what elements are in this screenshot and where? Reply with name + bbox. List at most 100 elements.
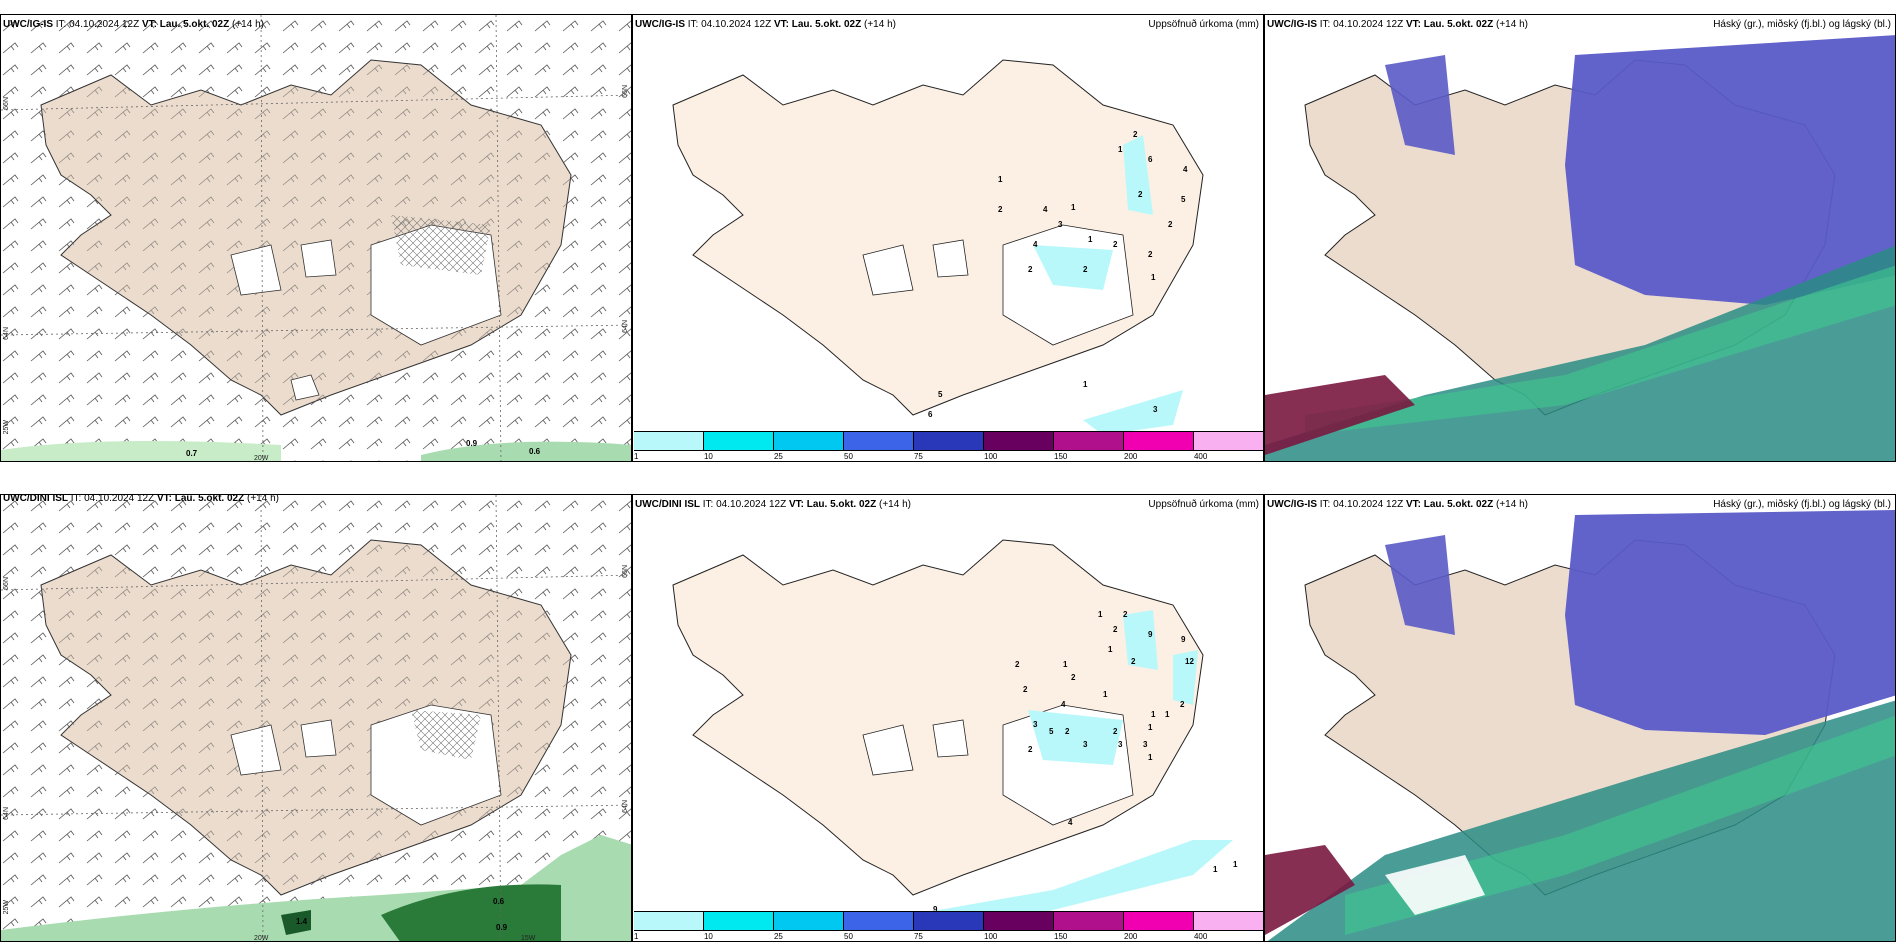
precip-value: 1	[1108, 645, 1113, 654]
precip-value: 2	[1015, 660, 1020, 669]
panel-clouds-igis[interactable]: UWC/IG-IS IT: 04.10.2024 12Z VT: Lau. 5.…	[1264, 14, 1896, 462]
lat-label: 66N	[622, 565, 629, 578]
precip-value: 1	[1088, 235, 1093, 244]
gust-label: 0.6	[493, 897, 505, 906]
panel-field-title: Háský (gr.), miðský (fj.bl.) og lágský (…	[1713, 499, 1891, 510]
precip-map	[672, 59, 1204, 435]
panel-header: UWC/DINI ISL IT: 04.10.2024 12Z VT: Lau.…	[3, 494, 279, 504]
precip-value: 6	[1148, 155, 1153, 164]
legend-tick: 400	[1193, 932, 1208, 941]
legend-swatch	[704, 912, 774, 930]
panel-precip-dini[interactable]: UWC/DINI ISL IT: 04.10.2024 12Z VT: Lau.…	[632, 494, 1264, 942]
legend-swatch	[1054, 432, 1124, 450]
precip-value: 2	[1180, 700, 1185, 709]
lon-label: 25W	[3, 900, 10, 915]
legend-tick: 50	[844, 932, 853, 941]
legend-swatch	[844, 432, 914, 450]
panel-field-title: Uppsöfnuð úrkoma (mm)	[1148, 499, 1259, 510]
lat-label: 64N	[3, 327, 10, 340]
precip-value: 1	[1165, 710, 1170, 719]
legend-swatch	[1194, 912, 1263, 930]
precip-value: 4	[1061, 700, 1066, 709]
precip-value: 2	[1071, 673, 1076, 682]
precip-value: 4	[1068, 818, 1073, 827]
lon-label: 25W	[3, 420, 10, 435]
precip-value: 3	[1058, 220, 1063, 229]
precip-value: 2	[1028, 265, 1033, 274]
precip-value: 3	[1083, 740, 1088, 749]
panel-wind-igis[interactable]: UWC/IG-IS IT: 04.10.2024 12Z VT: Lau. 5.…	[0, 14, 632, 462]
precip-value: 2	[1083, 265, 1088, 274]
precip-legend: 1 10 25 50 75 100 150 200 400	[634, 431, 1263, 461]
legend-swatch	[1124, 912, 1194, 930]
precip-value: 2	[1133, 130, 1138, 139]
legend-tick: 200	[1124, 452, 1138, 461]
gust-label: 0.9	[466, 439, 478, 448]
precip-value: 3	[1118, 740, 1123, 749]
precip-value: 5	[1181, 195, 1186, 204]
legend-swatch	[774, 912, 844, 930]
legend-tick: 1	[634, 452, 639, 461]
legend-tick: 75	[913, 452, 923, 461]
precip-value: 2	[998, 205, 1003, 214]
lon-label: 20W	[254, 935, 269, 942]
precip-value: 1	[1083, 380, 1088, 389]
gust-label: 0.6	[529, 447, 541, 456]
lon-label: 20W	[254, 455, 269, 462]
gust-label: 1.4	[296, 917, 308, 926]
wind-map	[1, 15, 631, 461]
legend-tick: 25	[773, 932, 783, 941]
precip-value: 2	[1131, 657, 1136, 666]
panel-header: UWC/IG-IS IT: 04.10.2024 12Z VT: Lau. 5.…	[3, 19, 264, 30]
precip-value: 1	[1071, 203, 1076, 212]
precip-value: 4	[1183, 165, 1188, 174]
precip-value: 1	[1148, 723, 1153, 732]
cloud-map	[1265, 35, 1895, 461]
legend-tick: 100	[984, 452, 998, 461]
legend-tick: 150	[1054, 452, 1068, 461]
lat-label: 66N	[3, 97, 10, 110]
precip-value: 3	[1153, 405, 1158, 414]
panel-header: UWC/DINI ISL IT: 04.10.2024 12Z VT: Lau.…	[635, 499, 911, 510]
panel-precip-igis[interactable]: UWC/IG-IS IT: 04.10.2024 12Z VT: Lau. 5.…	[632, 14, 1264, 462]
cloud-map	[1265, 510, 1895, 941]
panel-clouds-dini[interactable]: UWC/IG-IS IT: 04.10.2024 12Z VT: Lau. 5.…	[1264, 494, 1896, 942]
precip-value: 2	[1028, 745, 1033, 754]
precip-value: 1	[1151, 710, 1156, 719]
legend-swatch	[914, 912, 984, 930]
legend-tick: 200	[1124, 932, 1138, 941]
precip-value: 1	[1233, 860, 1238, 869]
panel-header: UWC/IG-IS IT: 04.10.2024 12Z VT: Lau. 5.…	[1267, 499, 1528, 510]
legend-tick: 25	[773, 452, 783, 461]
gust-label: 0.7	[186, 449, 198, 458]
lat-label: 66N	[3, 577, 10, 590]
precip-value: 3	[1033, 720, 1038, 729]
legend-swatch	[1124, 432, 1194, 450]
legend-swatch	[634, 432, 704, 450]
lat-label: 66N	[622, 85, 629, 98]
precip-value: 9	[1148, 630, 1153, 639]
gust-label: 0.9	[496, 923, 508, 932]
precip-value: 5	[938, 390, 943, 399]
precip-value: 1	[998, 175, 1003, 184]
lat-label: 64N	[622, 320, 629, 333]
legend-swatch	[984, 912, 1054, 930]
precip-value: 1	[1063, 660, 1068, 669]
panel-header: UWC/IG-IS IT: 04.10.2024 12Z VT: Lau. 5.…	[1267, 19, 1528, 30]
legend-swatch	[634, 912, 704, 930]
legend-tick: 10	[703, 452, 713, 461]
precip-value: 12	[1185, 657, 1194, 666]
precip-value: 2	[1138, 190, 1143, 199]
precip-map	[672, 539, 1233, 925]
legend-tick: 1	[634, 932, 639, 941]
panel-wind-dini[interactable]: UWC/DINI ISL IT: 04.10.2024 12Z VT: Lau.…	[0, 494, 632, 942]
wind-map	[1, 495, 631, 941]
precip-value: 4	[1033, 240, 1038, 249]
lat-label: 64N	[3, 807, 10, 820]
precip-value: 1	[1213, 865, 1218, 874]
precip-value: 1	[1118, 145, 1123, 154]
precip-legend: 1 10 25 50 75 100 150 200 400	[634, 911, 1263, 941]
precip-value: 1	[1151, 273, 1156, 282]
precip-value: 2	[1113, 240, 1118, 249]
panel-field-title: Uppsöfnuð úrkoma (mm)	[1148, 19, 1259, 30]
